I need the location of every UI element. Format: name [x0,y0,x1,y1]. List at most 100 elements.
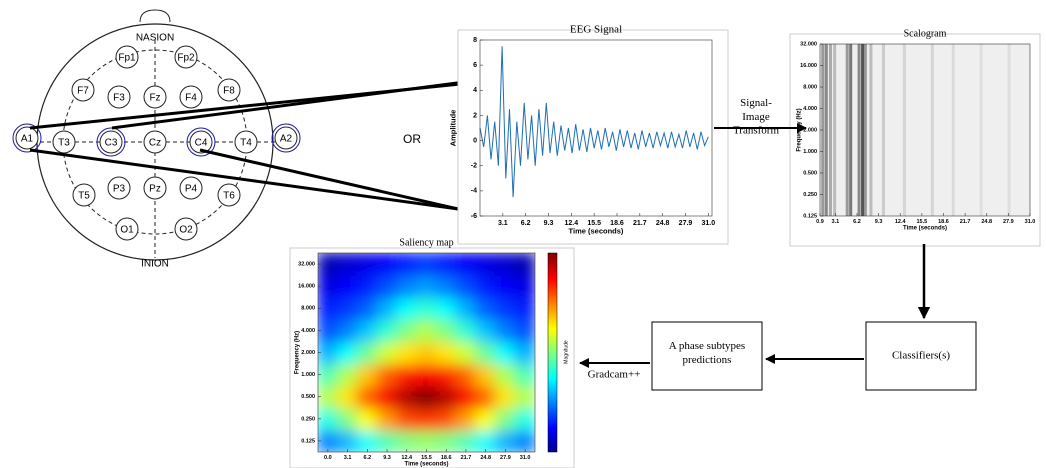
heatmap-cell [415,428,438,452]
y-tick-label: 8.000 [803,84,817,90]
electrode: A1 [12,123,42,153]
prediction-label: A phase subtypes predictions [669,340,745,366]
signal-line [479,46,709,198]
chart: Scalogram 0.9 3.1 6.2 9.3 12.4 15.5 18.6 21.7 24.… [797,28,1036,231]
classifier-label: Classifiers(s) [892,350,950,362]
electrode: T5 [72,183,96,207]
heatmap-cell [474,274,497,299]
electrode-label: F4 [185,93,197,104]
electrode-ring [271,123,301,153]
electrode-circle [115,217,139,241]
electrode-label: A1 [21,134,34,145]
y-tick-label: 4.000 [301,328,315,334]
charts: EEG Signal 3.1 6.2 9.3 12.4 15.5 18.6 21.7 24.8 2… [295,24,1036,468]
heatmap-cell [395,406,418,431]
heatmap-cell [415,384,438,409]
electrode-label: C3 [105,138,118,149]
electrode-circle [189,130,213,154]
electrode-label: P3 [113,184,126,195]
heatmap-cell [318,253,339,277]
y-tick-label: 0.250 [301,416,315,422]
colorbar-label: Magnitude [563,340,569,364]
x-tick-label: 0.9 [816,219,824,225]
heatmap-cell [336,318,359,343]
inion-label: INION [141,259,169,270]
heatmap [318,253,535,452]
electrode: T3 [52,130,76,154]
heatmap-cell [435,296,458,321]
heatmap-cell [376,296,398,321]
y-tick-label: 0.125 [301,438,315,444]
heatmap-cell [514,428,535,452]
heatmap-cell [318,406,339,431]
electrode: Fp2 [174,45,198,69]
electrode-label: F7 [77,86,89,97]
heatmap-cell [336,384,359,409]
chart: Saliency map Magnitude 0.0 3.1 6.2 9.3 12.4 15.… [295,237,570,467]
scalogram-stripe [902,44,906,216]
scalogram-stripe [930,44,934,216]
heatmap-cell [494,318,517,343]
electrode-label: Fp2 [177,53,195,64]
heatmap-cell [356,428,379,452]
scalogram-stripe [979,44,983,216]
electrode-label: O1 [120,225,134,236]
y-tick-label: 2 [473,112,477,119]
y-tick-label: -4 [471,188,477,195]
y-tick-label: -2 [471,163,477,170]
heatmap-cell [395,318,418,343]
electrode-circle [174,217,198,241]
plot-area [480,40,712,216]
heatmap-cell [455,406,477,431]
electrodes: Fp1 Fp2 F7 F3 Fz F4 F8 A1 T3 C3 Cz C4 T4 A2 T5 P3 Pz P4 T6… [12,45,301,241]
heatmap-cell [474,340,497,365]
electrode-ring [186,127,216,157]
x-tick-label: 3.1 [832,219,840,225]
heatmap-cell [415,406,438,431]
x-tick-label: 21.7 [633,220,647,227]
chart: EEG Signal 3.1 6.2 9.3 12.4 15.5 18.6 21.7 24.8 2… [448,24,715,236]
electrode: P4 [179,176,203,200]
or-label: OR [403,132,421,146]
heatmap-cell [415,296,438,321]
heatmap-cell [514,318,535,343]
electrode: T4 [234,130,258,154]
x-tick-label: 31.0 [520,455,531,461]
heatmap-cell [376,384,398,409]
electrode: F3 [107,85,131,109]
chart-title: Saliency map [399,237,453,248]
heatmap-cell [415,362,438,387]
electrode-circle [143,176,167,200]
x-tick-label: 9.3 [544,220,554,227]
x-tick-label: 0.0 [324,455,332,461]
heatmap-cell [376,318,398,343]
heatmap-cell [435,274,458,299]
heatmap-cell [415,274,438,299]
heatmap-cell [356,362,379,387]
y-tick-label: 2.000 [301,350,315,356]
electrode-circle [179,176,203,200]
heatmap-cell [415,253,438,277]
electrode-label: T3 [58,138,70,149]
electrode-label: Pz [149,184,161,195]
heatmap-cell [415,318,438,343]
heatmap-cell [474,406,497,431]
scalogram-stripe [828,44,832,216]
y-tick-label: 0.500 [301,394,315,400]
heatmap-cell [455,318,477,343]
heatmap-cell [514,384,535,409]
x-tick-label: 15.5 [587,220,601,227]
electrode-label: Fz [149,93,160,104]
prediction-box [651,321,763,391]
x-tick-label: 15.5 [421,455,432,461]
heatmap-cells [318,253,535,452]
heatmap-cell [435,406,458,431]
x-tick-label: 3.1 [498,220,508,227]
heatmap-cell [318,428,339,452]
heatmap-cell [514,253,535,277]
electrode: Pz [143,176,167,200]
chart-title: EEG Signal [570,24,622,36]
y-tick-label: -6 [471,213,477,220]
electrode: F8 [217,78,241,102]
electrode-label: O2 [179,225,193,236]
